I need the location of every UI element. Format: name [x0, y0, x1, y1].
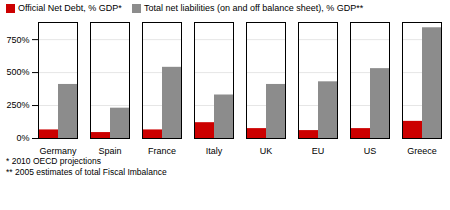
svg-text:US: US: [364, 146, 377, 156]
svg-text:Germany: Germany: [39, 146, 77, 156]
svg-text:250%: 250%: [6, 100, 29, 110]
svg-text:Italy: Italy: [206, 146, 223, 156]
svg-text:UK: UK: [260, 146, 273, 156]
svg-text:France: France: [148, 146, 176, 156]
svg-text:Spain: Spain: [98, 146, 121, 156]
svg-text:EU: EU: [312, 146, 325, 156]
html-text:Official Net Debt, % GDP*: Official Net Debt, % GDP*: [18, 3, 122, 13]
svg-text:Greece: Greece: [407, 146, 437, 156]
html-text:Total net liabilities (on and: Total net liabilities (on and off balanc…: [143, 3, 364, 13]
svg-text:500%: 500%: [6, 67, 29, 77]
svg-text:750%: 750%: [6, 35, 29, 45]
html-text:* 2010 OECD projections: * 2010 OECD projections: [6, 156, 101, 166]
html-text:** 2005 estimates of total Fis: ** 2005 estimates of total Fiscal Imbala…: [6, 167, 167, 177]
svg-text:0%: 0%: [16, 133, 29, 143]
